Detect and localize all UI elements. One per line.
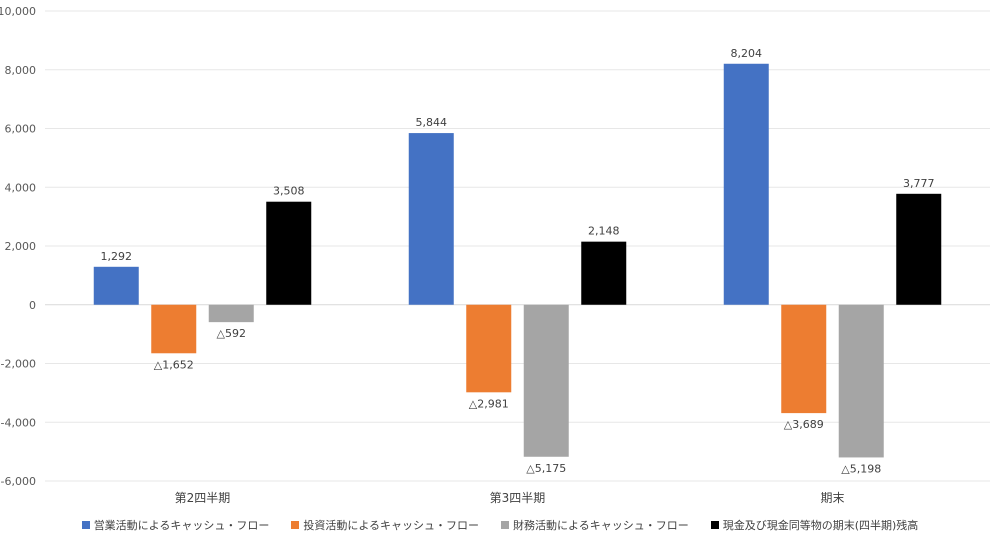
legend-label: 財務活動によるキャッシュ・フロー [513,519,689,532]
bar [266,201,312,305]
data-label: △592 [217,327,246,340]
bar [581,241,627,305]
data-label: △2,981 [469,397,509,410]
data-label: 3,777 [903,177,935,190]
bar [723,63,769,305]
data-label: 1,292 [101,250,133,263]
bar [838,304,884,458]
y-tick-label: -4,000 [1,416,36,429]
x-tick-label: 第2四半期 [175,491,231,505]
y-tick-label: 6,000 [5,123,37,136]
legend-label: 営業活動によるキャッシュ・フロー [93,519,270,532]
y-tick-label: -6,000 [1,475,36,488]
x-tick-label: 第3四半期 [490,491,546,505]
data-label: 2,148 [588,225,620,238]
y-tick-label: 8,000 [5,64,37,77]
legend-swatch [81,521,90,529]
legend: 営業活動によるキャッシュ・フロー 投資活動によるキャッシュ・フロー 財務活動によるキ… [0,515,1000,535]
data-label: 8,204 [731,47,763,60]
data-label: 3,508 [273,185,305,198]
bar [896,193,942,305]
data-label: △1,652 [154,358,194,371]
legend-item: 投資活動によるキャッシュ・フロー [291,515,479,535]
data-label: △5,175 [526,462,566,475]
bar [523,304,569,457]
y-tick-label: 0 [29,299,36,312]
y-tick-label: 4,000 [5,181,37,194]
y-tick-label: -2,000 [1,358,36,371]
legend-swatch [291,521,300,529]
x-axis: 第2四半期 第3四半期 期末 [175,491,845,505]
legend-label: 投資活動によるキャッシュ・フロー [303,519,480,532]
bars [93,63,942,458]
data-label: 5,844 [416,116,448,129]
bar [781,304,827,414]
bar [466,304,512,393]
legend-swatch [501,521,510,529]
data-label: △3,689 [784,418,824,431]
y-tick-label: 2,000 [5,240,37,253]
y-tick-label: 10,000 [0,5,36,18]
bar [408,133,454,305]
data-label: △5,198 [841,462,881,475]
x-tick-label: 期末 [820,491,844,505]
data-labels: 1,292 △1,652 △592 3,508 5,844 △2,981 △5,175 2,1… [101,47,935,476]
y-axis: 10,000 8,000 6,000 4,000 2,000 0 -2,000 -4,000 -… [0,5,36,488]
legend-item: 現金及び現金同等物の期末(四半期)残高 [710,515,919,535]
bar [151,304,197,354]
legend-item: 財務活動によるキャッシュ・フロー [501,515,689,535]
gridlines [45,10,990,482]
legend-swatch [710,521,719,529]
bar [93,266,139,305]
bar [208,304,254,323]
legend-item: 営業活動によるキャッシュ・フロー [81,515,270,535]
legend-label: 現金及び現金同等物の期末(四半期)残高 [722,519,919,532]
